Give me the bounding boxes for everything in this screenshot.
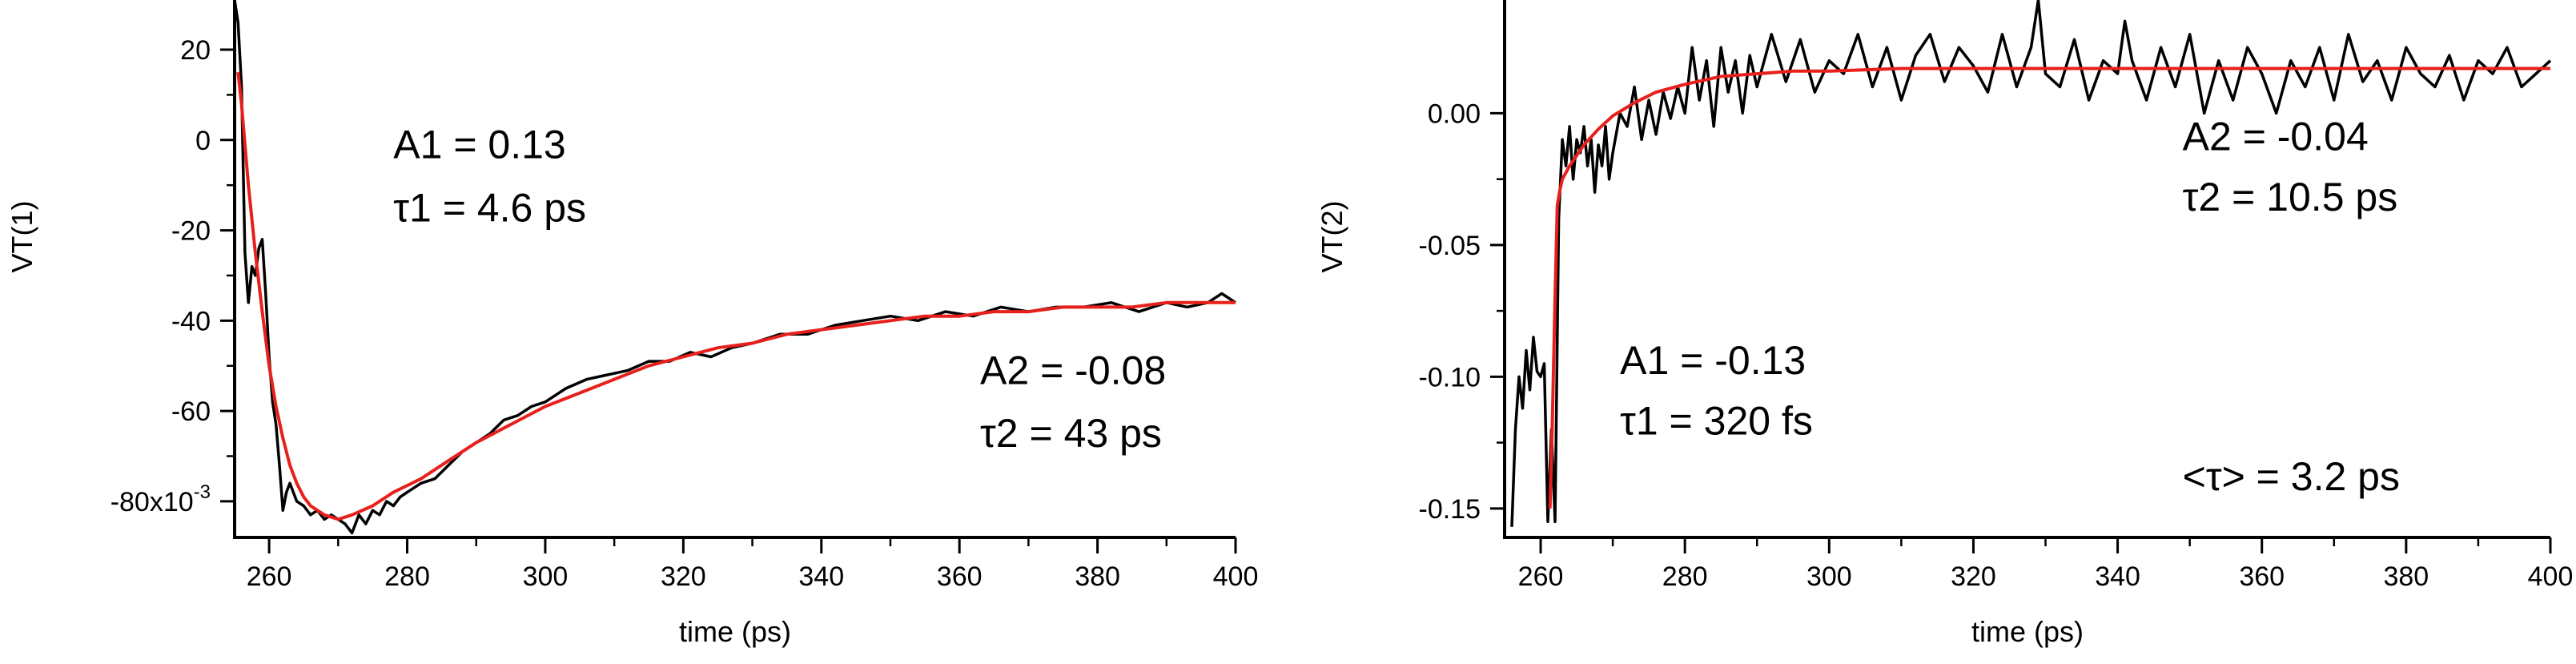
chart-panel-2: 260 280 300 320 340 360 380 400 0.00 -0.05 -0.10 -0…	[1316, 0, 2573, 648]
fit-parameter-annotation: τ2 = 10.5 ps	[2183, 175, 2398, 219]
x-tick-label: 360	[937, 561, 983, 592]
chart-panel-1: 260 280 300 320 340 360 380 400 20 0 -20 -40 -60 -80x…	[6, 0, 1258, 648]
x-tick-label: 400	[2528, 561, 2574, 592]
fit-parameter-annotation: <τ> = 3.2 ps	[2183, 454, 2400, 499]
x-tick-label: 280	[384, 561, 430, 592]
fit-parameter-annotation: A1 = 0.13	[393, 122, 565, 167]
x-tick-label: 300	[523, 561, 569, 592]
x-tick-label: 280	[1662, 561, 1708, 592]
y-tick-label: -0.10	[1419, 362, 1481, 392]
x-tick-label: 320	[661, 561, 706, 592]
x-tick-label: 320	[1951, 561, 1996, 592]
fit-parameter-annotation: A2 = -0.04	[2183, 114, 2369, 159]
y-tick-label: 0.00	[1428, 99, 1481, 129]
x-tick-label: 260	[247, 561, 292, 592]
y-axis-title: VT(2)	[1316, 201, 1348, 273]
y-tick-label: -0.15	[1419, 494, 1481, 525]
fit-parameter-annotation: τ2 = 43 ps	[980, 411, 1162, 456]
x-tick-label: 340	[798, 561, 844, 592]
x-axis-title: time (ps)	[679, 615, 791, 648]
x-tick-label: 340	[2095, 561, 2140, 592]
fit-parameter-annotation: τ1 = 320 fs	[1620, 399, 1813, 444]
x-axis-title: time (ps)	[1971, 615, 2084, 648]
y-tick-label: -40	[171, 306, 211, 336]
y-axis-title: VT(1)	[6, 201, 38, 273]
x-tick-label: 360	[2239, 561, 2285, 592]
x-tick-label: 260	[1518, 561, 1564, 592]
fit-line-1	[236, 71, 1236, 521]
x-tick-label: 400	[1213, 561, 1259, 592]
fit-parameter-annotation: A2 = -0.08	[980, 348, 1166, 392]
y-tick-label: -60	[171, 396, 211, 427]
y-tick-label: -20	[171, 216, 211, 247]
y-tick-label: -0.05	[1419, 231, 1481, 261]
y-tick-label: 20	[180, 35, 211, 66]
x-tick-label: 380	[1075, 561, 1120, 592]
fit-line-2	[1548, 66, 2550, 509]
x-tick-label: 300	[1806, 561, 1852, 592]
fit-parameter-annotation: A1 = -0.13	[1620, 338, 1806, 383]
data-line-1	[233, 0, 1236, 535]
data-line-2	[1510, 0, 2552, 527]
y-tick-label: -80x10-3	[111, 481, 211, 517]
fit-parameter-annotation: τ1 = 4.6 ps	[393, 185, 586, 230]
x-tick-label: 380	[2383, 561, 2429, 592]
y-tick-label: 0	[195, 126, 211, 156]
